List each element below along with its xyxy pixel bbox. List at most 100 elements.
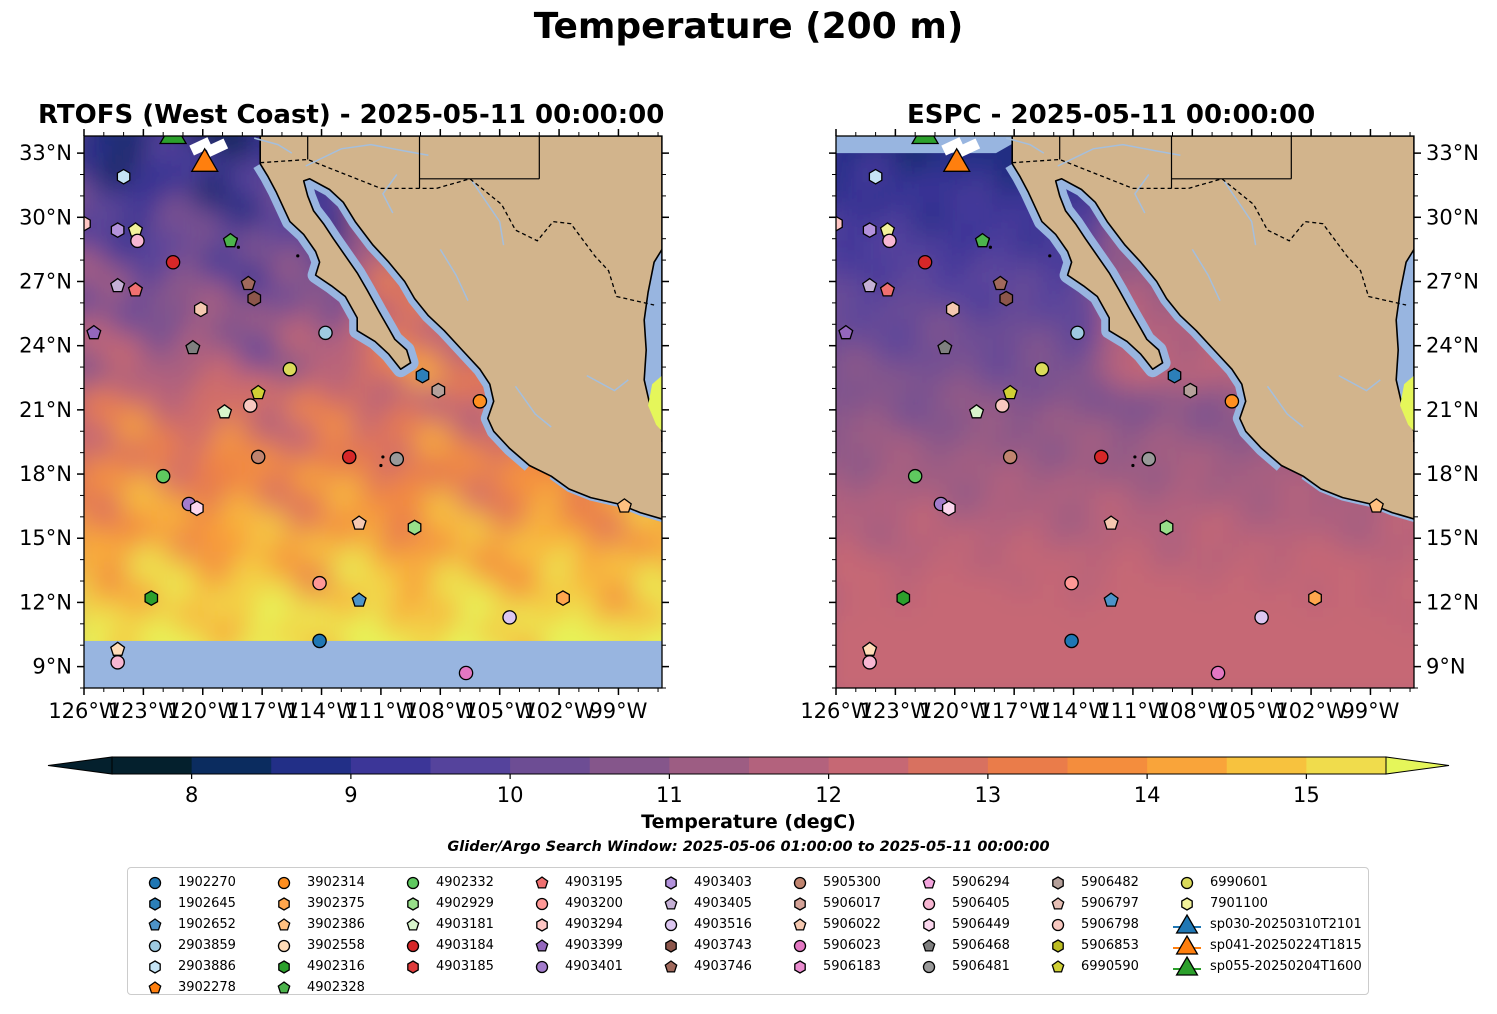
lon-tick-label: 123°W	[860, 699, 932, 723]
lon-tick-label: 108°W	[1157, 699, 1229, 723]
rtofs-obs-marker	[240, 275, 256, 291]
lon-tick-label: 120°W	[919, 699, 991, 723]
colorbar-tick-label: 15	[1293, 783, 1320, 807]
lon-tick-label: 105°W	[464, 699, 536, 723]
legend-symbol	[793, 939, 807, 952]
legend-symbol	[277, 980, 291, 994]
colorbar-tick-label: 11	[656, 783, 683, 807]
legend-column: 6990601 7901100 sp030-20250310T2101 sp041-2…	[1172, 872, 1362, 977]
legend-label: sp041-20250224T1815	[1210, 938, 1362, 953]
circle-marker-icon	[535, 960, 549, 973]
figure-title: Temperature (200 m)	[533, 6, 964, 47]
lat-tick-label: 24°N	[19, 334, 72, 358]
legend-column: 4903195 4903200 4903294 4903399 4903401	[527, 872, 623, 977]
legend-symbol	[1052, 875, 1064, 890]
legend-entry: 4902929	[398, 893, 494, 914]
legend-entry: 1902652	[140, 914, 236, 935]
espc-obs-marker	[994, 398, 1010, 413]
legend-symbol	[148, 917, 162, 931]
legend-entry: 5906294	[914, 872, 1010, 893]
lat-tick-label: 12°N	[1426, 590, 1479, 614]
legend-symbol	[535, 960, 549, 973]
legend-symbol	[1051, 918, 1065, 931]
rtofs-obs-marker	[282, 361, 298, 377]
legend-entry: 6990590	[1043, 956, 1139, 977]
legend-symbol	[535, 875, 549, 889]
rtofs-obs-marker	[144, 590, 159, 607]
triangle-marker-icon	[1173, 934, 1201, 955]
espc-obs-marker	[879, 281, 896, 297]
circle-marker-icon	[793, 876, 807, 889]
lat-tick-label: 18°N	[19, 462, 72, 486]
espc-obs-marker	[910, 136, 940, 145]
pentagon-marker-icon	[277, 917, 291, 931]
lat-tick-label: 21°N	[19, 398, 72, 422]
espc-land-layer	[836, 136, 1414, 523]
circle-marker-icon	[406, 876, 420, 889]
lon-tick-label: 111°W	[1097, 699, 1169, 723]
rtofs-obs-marker	[86, 324, 102, 340]
legend-symbol	[1181, 896, 1193, 911]
triangle-marker-icon	[1173, 913, 1201, 934]
lon-tick-label: 99°W	[589, 699, 647, 723]
colorbar-swatch	[1306, 757, 1387, 774]
legend-symbol	[922, 897, 936, 910]
espc-obs-marker	[1034, 361, 1050, 377]
legend-symbol	[148, 876, 162, 889]
legend-label: 4903200	[565, 896, 623, 911]
lon-tick-label: 99°W	[1341, 699, 1399, 723]
lon-tick-label: 123°W	[108, 699, 180, 723]
legend-column: 5906482 5906797 5906798 5906853 6990590	[1043, 872, 1139, 977]
triangle-marker-icon	[1173, 955, 1201, 976]
legend-label: 4903401	[565, 959, 623, 974]
hexagon-marker-icon	[536, 917, 548, 932]
legend-symbol	[149, 959, 161, 974]
lon-tick-label: 120°W	[167, 699, 239, 723]
colorbar-swatch	[1226, 757, 1307, 774]
colorbar-swatch	[510, 757, 591, 774]
legend-entry: 2903859	[140, 935, 236, 956]
colorbar-tick-label: 13	[975, 783, 1002, 807]
circle-marker-icon	[922, 960, 936, 973]
legend-label: 4903185	[436, 959, 494, 974]
legend-entry: 3902558	[269, 935, 365, 956]
legend-label: 2903859	[178, 938, 236, 953]
lat-tick-label: 18°N	[1426, 462, 1479, 486]
circle-marker-icon	[148, 939, 162, 952]
rtofs-obs-marker	[250, 384, 266, 400]
colorbar-swatch	[749, 757, 830, 774]
pentagon-marker-icon	[535, 875, 549, 889]
colorbar-tick-label: 8	[185, 783, 198, 807]
rtofs-axis-ticks: 33°N 30°N 27°N 24°N 21°N 18°N 15°N 12°N 9°N 126°W…	[19, 129, 669, 723]
rtofs-obs-marker	[189, 500, 204, 517]
espc-obs-marker	[1254, 610, 1269, 625]
hexagon-marker-icon	[278, 896, 290, 911]
legend-symbol	[148, 939, 162, 952]
legend-label: 5906481	[952, 959, 1010, 974]
legend-symbol	[278, 959, 290, 974]
legend-entry: 5906797	[1043, 893, 1139, 914]
legend-symbol	[277, 939, 291, 952]
lon-tick-label: 102°W	[1275, 699, 1347, 723]
lat-tick-label: 9°N	[1426, 655, 1466, 679]
rtofs-obs-marker	[458, 665, 474, 681]
legend-entry: 4903746	[656, 956, 752, 977]
rtofs-obs-marker	[415, 367, 430, 384]
espc-obs-marker	[838, 324, 854, 340]
legend-entry: 4903403	[656, 872, 752, 893]
legend-entry: 5906798	[1043, 914, 1139, 935]
legend-entry: 5906482	[1043, 872, 1139, 893]
lat-tick-label: 15°N	[1426, 526, 1479, 550]
rtofs-obs-marker	[351, 515, 367, 530]
legend-triangle	[1175, 955, 1199, 976]
legend-column: 1902270 1902645 1902652 2903859 2903886 39022…	[140, 872, 236, 998]
rtofs-obs-marker	[242, 398, 258, 413]
colorbar-swatch	[987, 757, 1069, 774]
legend-label: 4903184	[436, 938, 494, 953]
hexagon-marker-icon	[794, 896, 806, 911]
lon-tick-label: 108°W	[405, 699, 477, 723]
pentagon-marker-icon	[406, 917, 420, 931]
legend-entry: 3902375	[269, 893, 365, 914]
espc-obs-marker	[896, 590, 911, 607]
espc-obs-marker	[1002, 384, 1018, 400]
